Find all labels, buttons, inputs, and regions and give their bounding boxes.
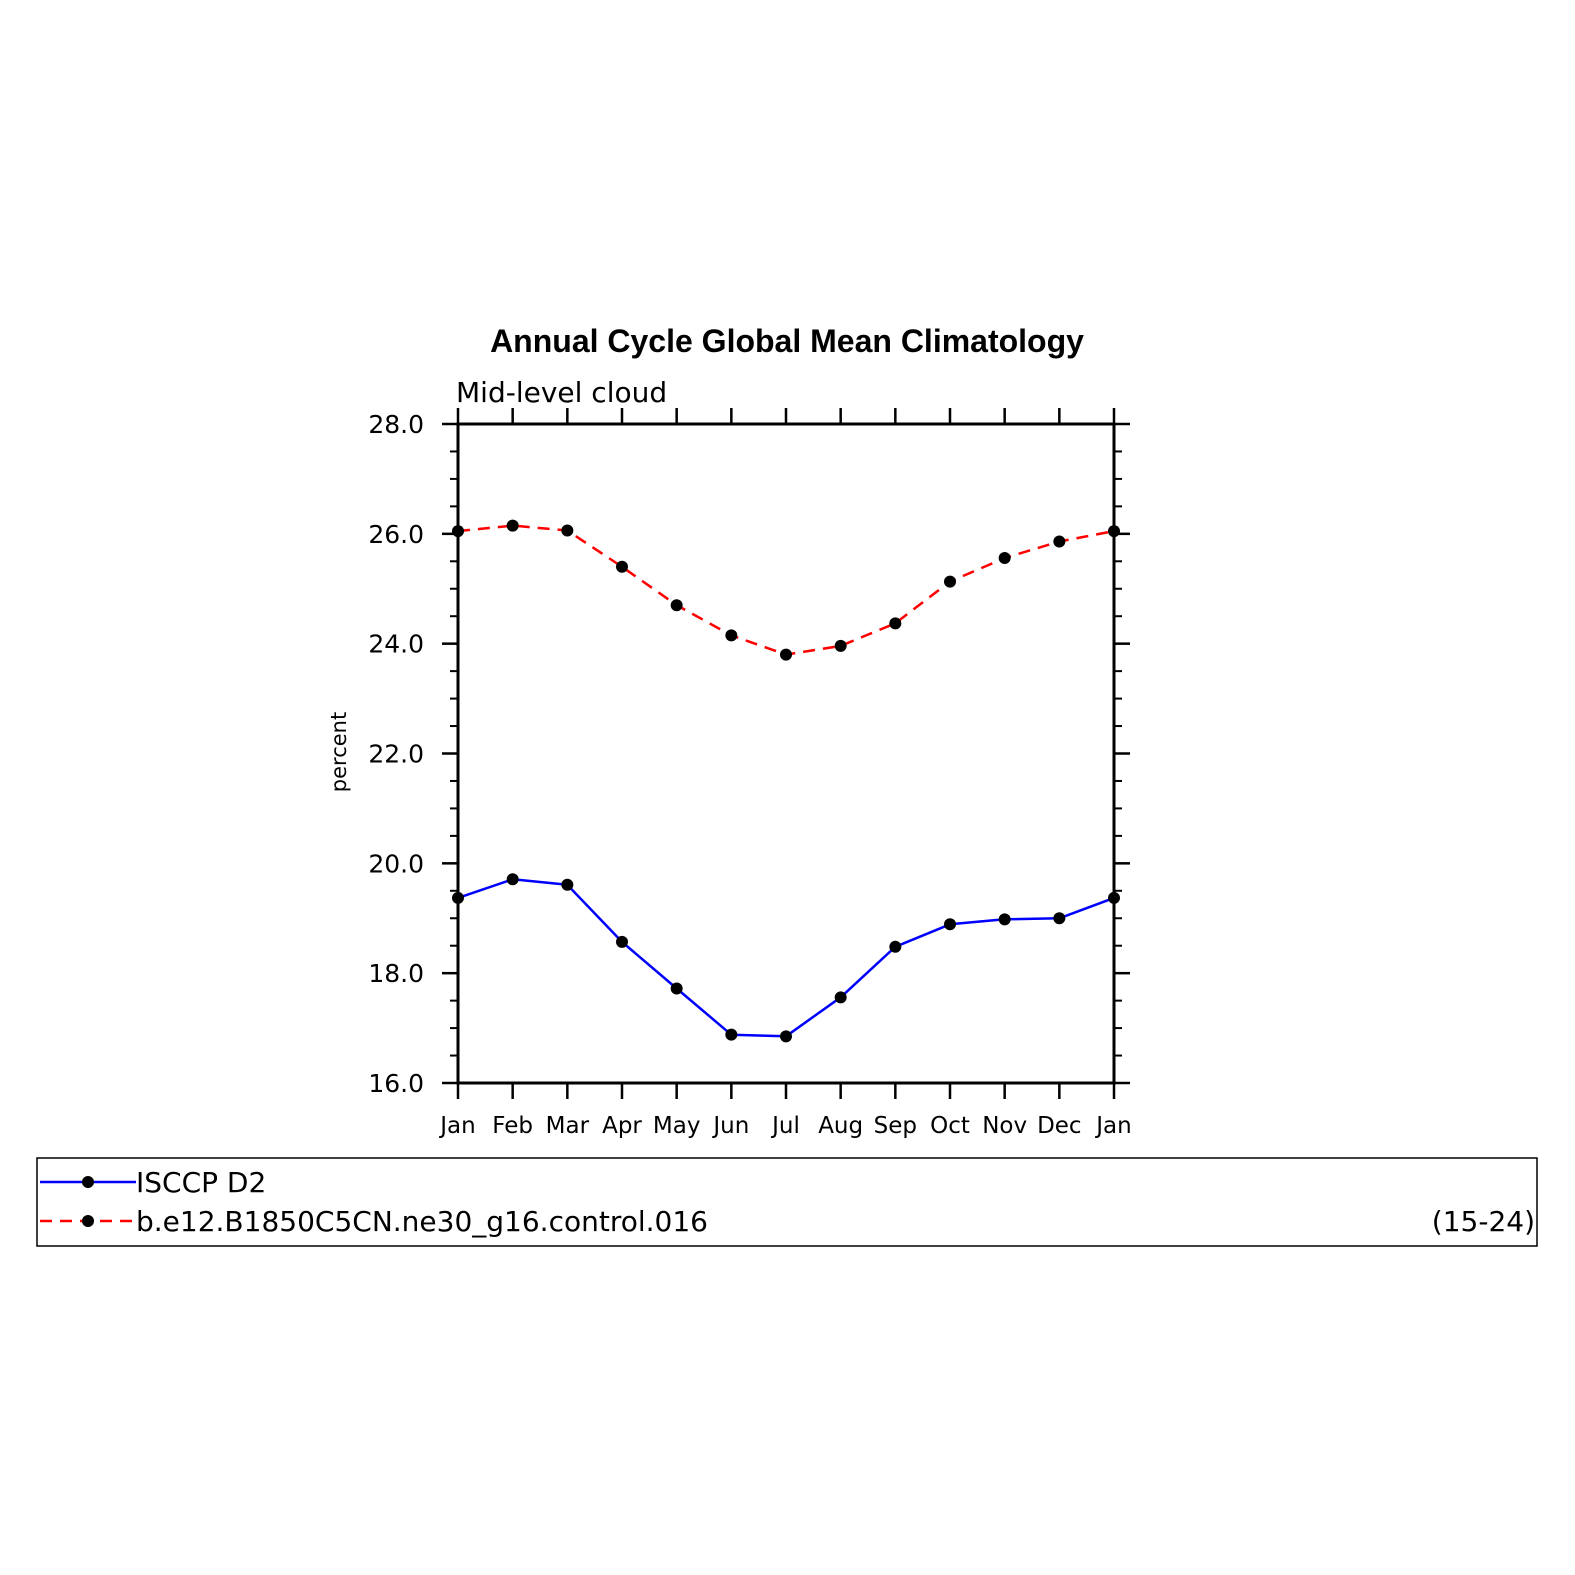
chart-title: Annual Cycle Global Mean Climatology: [490, 323, 1084, 359]
y-tick-label: 16.0: [368, 1069, 424, 1098]
y-tick-labels: 16.0 18.0 20.0 22.0 24.0 26.0 28.0: [368, 410, 424, 1098]
data-point-series-0: [998, 913, 1011, 926]
data-point-series-0: [1053, 912, 1066, 925]
data-point-series-1: [998, 551, 1011, 564]
y-tick-label: 18.0: [368, 959, 424, 988]
y-axis-label: percent: [327, 712, 351, 792]
plot-frame: [456, 422, 1116, 1085]
x-tick-labels: Jan Feb Mar Apr May Jun Jul Aug Sep Oct Nov Dec Jan: [438, 1113, 1131, 1139]
legend-box: [36, 1157, 1538, 1247]
x-tick-label: Mar: [546, 1113, 590, 1139]
data-point-series-1: [944, 575, 956, 588]
series-line-1: [457, 524, 1115, 656]
x-tick-label: Jan: [1094, 1113, 1131, 1139]
legend-label-model: b.e12.B1850C5CN.ne30_g16.control.016: [136, 1205, 708, 1238]
y-tick-label: 28.0: [368, 410, 424, 439]
series-markers: [452, 519, 1120, 1043]
x-tick-label: May: [653, 1113, 701, 1139]
data-point-series-0: [561, 878, 574, 891]
data-point-series-1: [834, 639, 847, 652]
x-tick-label: Sep: [874, 1113, 917, 1139]
data-point-series-0: [616, 935, 628, 948]
legend-label-isccp: ISCCP D2: [136, 1166, 266, 1199]
chart-subtitle: Mid-level cloud: [456, 376, 667, 409]
y-tick-label: 20.0: [368, 849, 424, 878]
minor-ticks: [450, 450, 1122, 1057]
data-point-series-0: [725, 1028, 738, 1041]
major-ticks: [442, 408, 1130, 1099]
legend-marker-isccp: [82, 1176, 94, 1188]
series-lines: [457, 524, 1115, 1038]
x-tick-label: Apr: [602, 1113, 642, 1139]
data-point-series-0: [889, 940, 902, 953]
x-tick-label: Nov: [982, 1113, 1027, 1139]
data-point-series-1: [1053, 535, 1066, 548]
x-tick-label: Jan: [438, 1113, 475, 1139]
data-point-series-1: [616, 560, 628, 573]
x-tick-label: Oct: [930, 1113, 970, 1139]
x-tick-label: Jul: [770, 1113, 800, 1139]
data-point-series-0: [670, 982, 683, 995]
legend-marker-model: [82, 1215, 94, 1227]
x-tick-label: Aug: [818, 1113, 863, 1139]
y-tick-label: 26.0: [368, 520, 424, 549]
data-point-series-1: [670, 599, 683, 612]
data-point-series-0: [506, 873, 519, 886]
y-tick-label: 22.0: [368, 740, 424, 769]
legend: ISCCP D2 b.e12.B1850C5CN.ne30_g16.contro…: [36, 1157, 1538, 1247]
x-tick-label: Dec: [1037, 1113, 1082, 1139]
data-point-series-0: [834, 991, 847, 1004]
data-point-series-1: [506, 519, 519, 532]
series-line-0: [457, 878, 1115, 1038]
data-point-series-1: [780, 648, 792, 661]
y-tick-label: 24.0: [368, 630, 424, 659]
x-tick-label: Jun: [711, 1113, 749, 1139]
data-point-series-1: [561, 524, 574, 537]
legend-annotation-model: (15-24): [1432, 1205, 1535, 1238]
data-point-series-0: [944, 918, 956, 931]
data-point-series-1: [889, 617, 902, 630]
data-point-series-1: [725, 629, 738, 642]
data-point-series-0: [780, 1030, 792, 1043]
x-tick-label: Feb: [492, 1113, 533, 1139]
